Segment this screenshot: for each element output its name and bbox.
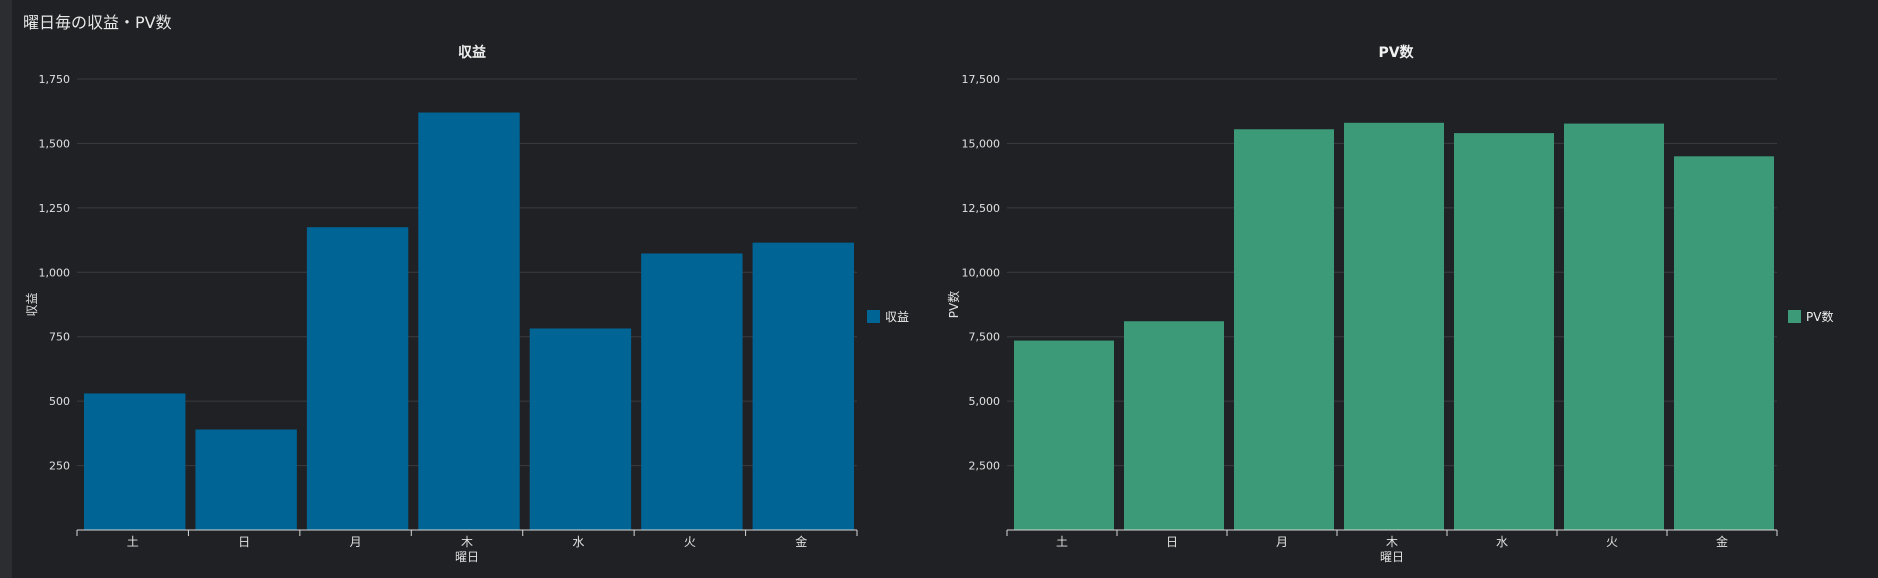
chart-title: PV数 [1378, 44, 1414, 61]
legend-label: PV数 [1806, 309, 1833, 324]
y-tick-label: 2,500 [969, 460, 1001, 473]
bar[interactable] [195, 429, 297, 530]
x-tick-label: 金 [795, 534, 807, 549]
bar[interactable] [641, 253, 743, 530]
y-axis-label: 収益 [25, 292, 39, 316]
y-tick-label: 7,500 [969, 331, 1001, 344]
bar[interactable] [1674, 156, 1774, 531]
bar[interactable] [752, 242, 854, 531]
x-tick-label: 木 [461, 535, 473, 549]
x-tick-label: 土 [127, 535, 139, 549]
y-axis-label: PV数 [946, 291, 961, 318]
y-tick-label: 10,000 [962, 266, 1001, 279]
bar[interactable] [1234, 129, 1334, 531]
y-tick-label: 750 [49, 331, 70, 344]
x-tick-label: 日 [1166, 535, 1178, 549]
x-tick-label: 金 [1716, 534, 1728, 549]
x-axis-label: 曜日 [1380, 550, 1404, 564]
y-tick-label: 1,000 [39, 266, 71, 279]
pv-chart: PV数 2,500 5,000 7,500 10,000 12,500 15,000 17,5… [946, 44, 1833, 564]
x-tick-label: 日 [238, 535, 250, 549]
x-tick-label: 水 [572, 535, 584, 549]
bar[interactable] [1454, 133, 1554, 530]
x-tick-label: 木 [1386, 535, 1398, 549]
y-tick-label: 1,500 [39, 137, 71, 150]
legend: 収益 [867, 310, 909, 324]
x-tick-label: 火 [684, 535, 696, 549]
x-tick-label: 月 [1276, 535, 1288, 549]
legend-swatch [1788, 310, 1801, 323]
chart-title: 収益 [458, 44, 486, 61]
revenue-chart: 収益 250 500 750 1,000 1,250 1,500 1,750 土 日 月 木 水 火 金曜日… [25, 44, 909, 564]
x-axis-label: 曜日 [455, 550, 479, 564]
bar[interactable] [1564, 123, 1664, 531]
bar[interactable] [1344, 122, 1444, 530]
legend-label: 収益 [885, 310, 909, 324]
bar[interactable] [306, 227, 409, 530]
y-tick-label: 500 [49, 395, 70, 408]
x-tick-label: 火 [1606, 535, 1618, 549]
x-tick-label: 土 [1056, 535, 1068, 549]
bar[interactable] [418, 112, 520, 530]
left-panel-strip [0, 0, 12, 578]
x-tick-label: 水 [1496, 535, 1508, 549]
panel-title: 曜日毎の収益・PV数 [23, 13, 172, 32]
legend: PV数 [1788, 309, 1833, 324]
bar[interactable] [1014, 340, 1114, 530]
y-tick-label: 17,500 [962, 73, 1001, 86]
y-tick-label: 1,750 [39, 73, 71, 86]
bar[interactable] [1124, 321, 1224, 530]
bar[interactable] [84, 393, 186, 530]
y-tick-label: 12,500 [962, 202, 1001, 215]
y-tick-label: 15,000 [962, 137, 1001, 150]
bar[interactable] [529, 328, 632, 530]
legend-swatch [867, 310, 880, 323]
y-tick-label: 1,250 [39, 202, 71, 215]
y-tick-label: 5,000 [969, 395, 1001, 408]
x-tick-label: 月 [350, 535, 362, 549]
y-tick-label: 250 [49, 460, 70, 473]
